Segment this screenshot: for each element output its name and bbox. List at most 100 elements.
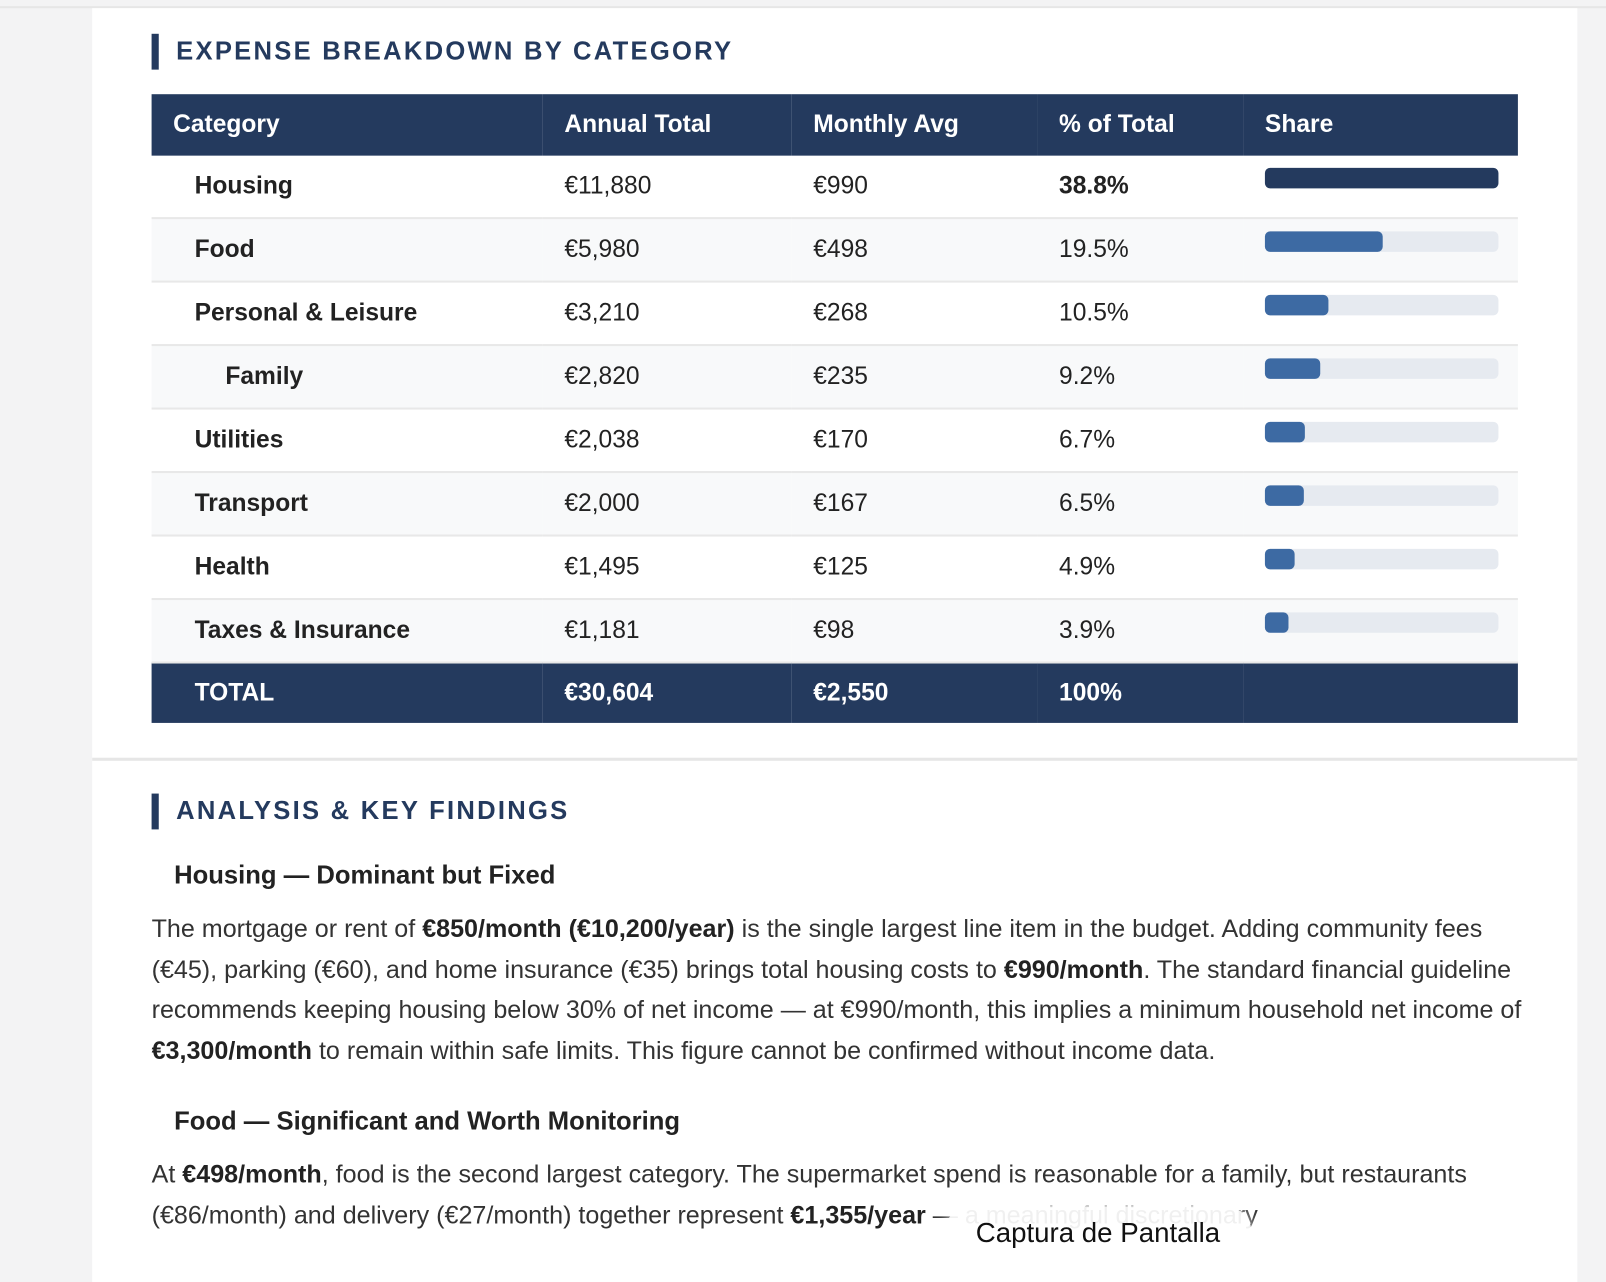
text-run: , food is the second largest category. T… xyxy=(151,1161,1467,1230)
table-row: Family €2,820 €235 9.2% xyxy=(151,345,1518,410)
share-track xyxy=(1264,421,1499,443)
category-cell: Housing xyxy=(151,155,543,220)
total-cell: €2,550 xyxy=(791,662,1038,723)
table-row: Personal & Leisure €3,210 €268 10.5% xyxy=(151,281,1518,347)
column-header: Annual Total xyxy=(542,94,792,156)
share-track xyxy=(1264,294,1499,316)
category-cell: Taxes & Insurance xyxy=(151,599,543,664)
text-run: €1,355/year xyxy=(790,1201,926,1230)
pct-cell: 6.7% xyxy=(1037,408,1244,474)
toast: Captura de Pantalla xyxy=(944,1206,1252,1260)
share-track xyxy=(1264,167,1499,189)
annual-cell: €2,820 xyxy=(542,345,792,410)
share-track xyxy=(1264,612,1499,633)
annual-cell: €2,000 xyxy=(542,472,792,537)
share-cell xyxy=(1243,345,1518,410)
annual-cell: €11,880 xyxy=(542,155,792,220)
text-run: €990/month xyxy=(1003,955,1144,984)
monthly-cell: €990 xyxy=(791,155,1038,220)
share-track xyxy=(1264,548,1499,570)
share-track xyxy=(1264,485,1499,506)
annual-cell: €5,980 xyxy=(542,218,792,283)
category-cell: Food xyxy=(151,218,543,283)
text-run: The mortgage or rent of xyxy=(151,915,423,944)
share-cell xyxy=(1243,408,1518,474)
share-bar xyxy=(1264,548,1295,570)
divider xyxy=(0,6,1606,9)
column-header: Share xyxy=(1243,94,1518,156)
share-bar xyxy=(1264,231,1383,252)
total-cell: 100% xyxy=(1037,662,1244,723)
table-row: Transport €2,000 €167 6.5% xyxy=(151,472,1518,537)
column-header: Monthly Avg xyxy=(791,94,1038,156)
expense-table: Category Annual Total Monthly Avg% of Tota… xyxy=(151,94,1518,723)
pct-cell: 9.2% xyxy=(1037,345,1244,410)
share-bar xyxy=(1264,167,1499,189)
category-cell: Health xyxy=(151,535,543,601)
text-run: At xyxy=(151,1161,183,1189)
share-bar xyxy=(1264,421,1306,443)
table-row: Food €5,980 €498 19.5% xyxy=(151,218,1518,283)
pct-cell: 19.5% xyxy=(1037,218,1244,283)
share-cell xyxy=(1243,218,1518,283)
annual-cell: €1,495 xyxy=(542,535,792,601)
share-track xyxy=(1264,231,1499,252)
share-cell xyxy=(1243,155,1518,220)
monthly-cell: €498 xyxy=(791,218,1038,283)
text-run: €3,300/month xyxy=(151,1036,312,1065)
text-run: €850/month (€10,200/year) xyxy=(422,915,735,944)
findings: Housing — Dominant but Fixed The mortgage… xyxy=(92,860,1529,1236)
finding-heading: Housing — Dominant but Fixed xyxy=(174,861,556,890)
table-row: Taxes & Insurance €1,181 €98 3.9% xyxy=(151,599,1518,664)
annual-cell: €3,210 xyxy=(542,281,792,347)
column-header: Category xyxy=(151,94,543,156)
section-title: EXPENSE BREAKDOWN BY CATEGORY xyxy=(151,33,734,70)
category-cell: Transport xyxy=(151,472,543,537)
pct-cell: 6.5% xyxy=(1037,472,1244,537)
header-row: Category Annual Total Monthly Avg% of Tota… xyxy=(151,94,1518,156)
total-row: TOTAL €30,604 €2,550 100% xyxy=(151,662,1518,723)
share-bar xyxy=(1264,294,1329,316)
pct-cell: 10.5% xyxy=(1037,281,1244,347)
pct-cell: 38.8% xyxy=(1037,155,1244,220)
table-row: Utilities €2,038 €170 6.7% xyxy=(151,408,1518,474)
annual-cell: €1,181 xyxy=(542,599,792,664)
total-cell: TOTAL xyxy=(151,662,543,723)
divider xyxy=(92,757,1578,761)
category-cell: Family xyxy=(151,345,543,410)
text-run: €498/month xyxy=(182,1161,322,1189)
text-run: to remain within safe limits. This figur… xyxy=(311,1036,1216,1065)
pct-cell: 3.9% xyxy=(1037,599,1244,664)
total-cell xyxy=(1243,662,1518,723)
share-bar xyxy=(1264,358,1321,379)
share-cell xyxy=(1243,472,1518,537)
category-cell: Personal & Leisure xyxy=(151,281,543,347)
share-bar xyxy=(1264,485,1305,506)
share-bar xyxy=(1264,612,1289,633)
share-cell xyxy=(1243,535,1518,601)
pct-cell: 4.9% xyxy=(1037,535,1244,601)
monthly-cell: €170 xyxy=(791,408,1038,474)
finding-heading: Food — Significant and Worth Monitoring xyxy=(174,1106,681,1136)
finding-paragraph: At €498/month, food is the second larges… xyxy=(152,1155,1530,1236)
text-run: . The standard financial guideline recom… xyxy=(151,955,1522,1024)
document: EXPENSE BREAKDOWN BY CATEGORY Category An… xyxy=(92,8,1578,1282)
monthly-cell: €125 xyxy=(791,535,1038,601)
section-title: ANALYSIS & KEY FINDINGS xyxy=(151,793,570,830)
monthly-cell: €235 xyxy=(791,345,1038,410)
monthly-cell: €268 xyxy=(791,281,1038,347)
column-header: % of Total xyxy=(1037,94,1244,156)
share-cell xyxy=(1243,281,1518,347)
table-row: Housing €11,880 €990 38.8% xyxy=(151,155,1518,220)
monthly-cell: €98 xyxy=(791,599,1038,664)
text-run: is the single largest line item in the b… xyxy=(151,915,1483,984)
share-cell xyxy=(1243,599,1518,664)
monthly-cell: €167 xyxy=(791,472,1038,537)
category-cell: Utilities xyxy=(151,408,543,474)
finding-paragraph: The mortgage or rent of €850/month (€10,… xyxy=(152,909,1530,1071)
annual-cell: €2,038 xyxy=(542,408,792,474)
share-track xyxy=(1264,358,1499,379)
total-cell: €30,604 xyxy=(542,662,792,723)
